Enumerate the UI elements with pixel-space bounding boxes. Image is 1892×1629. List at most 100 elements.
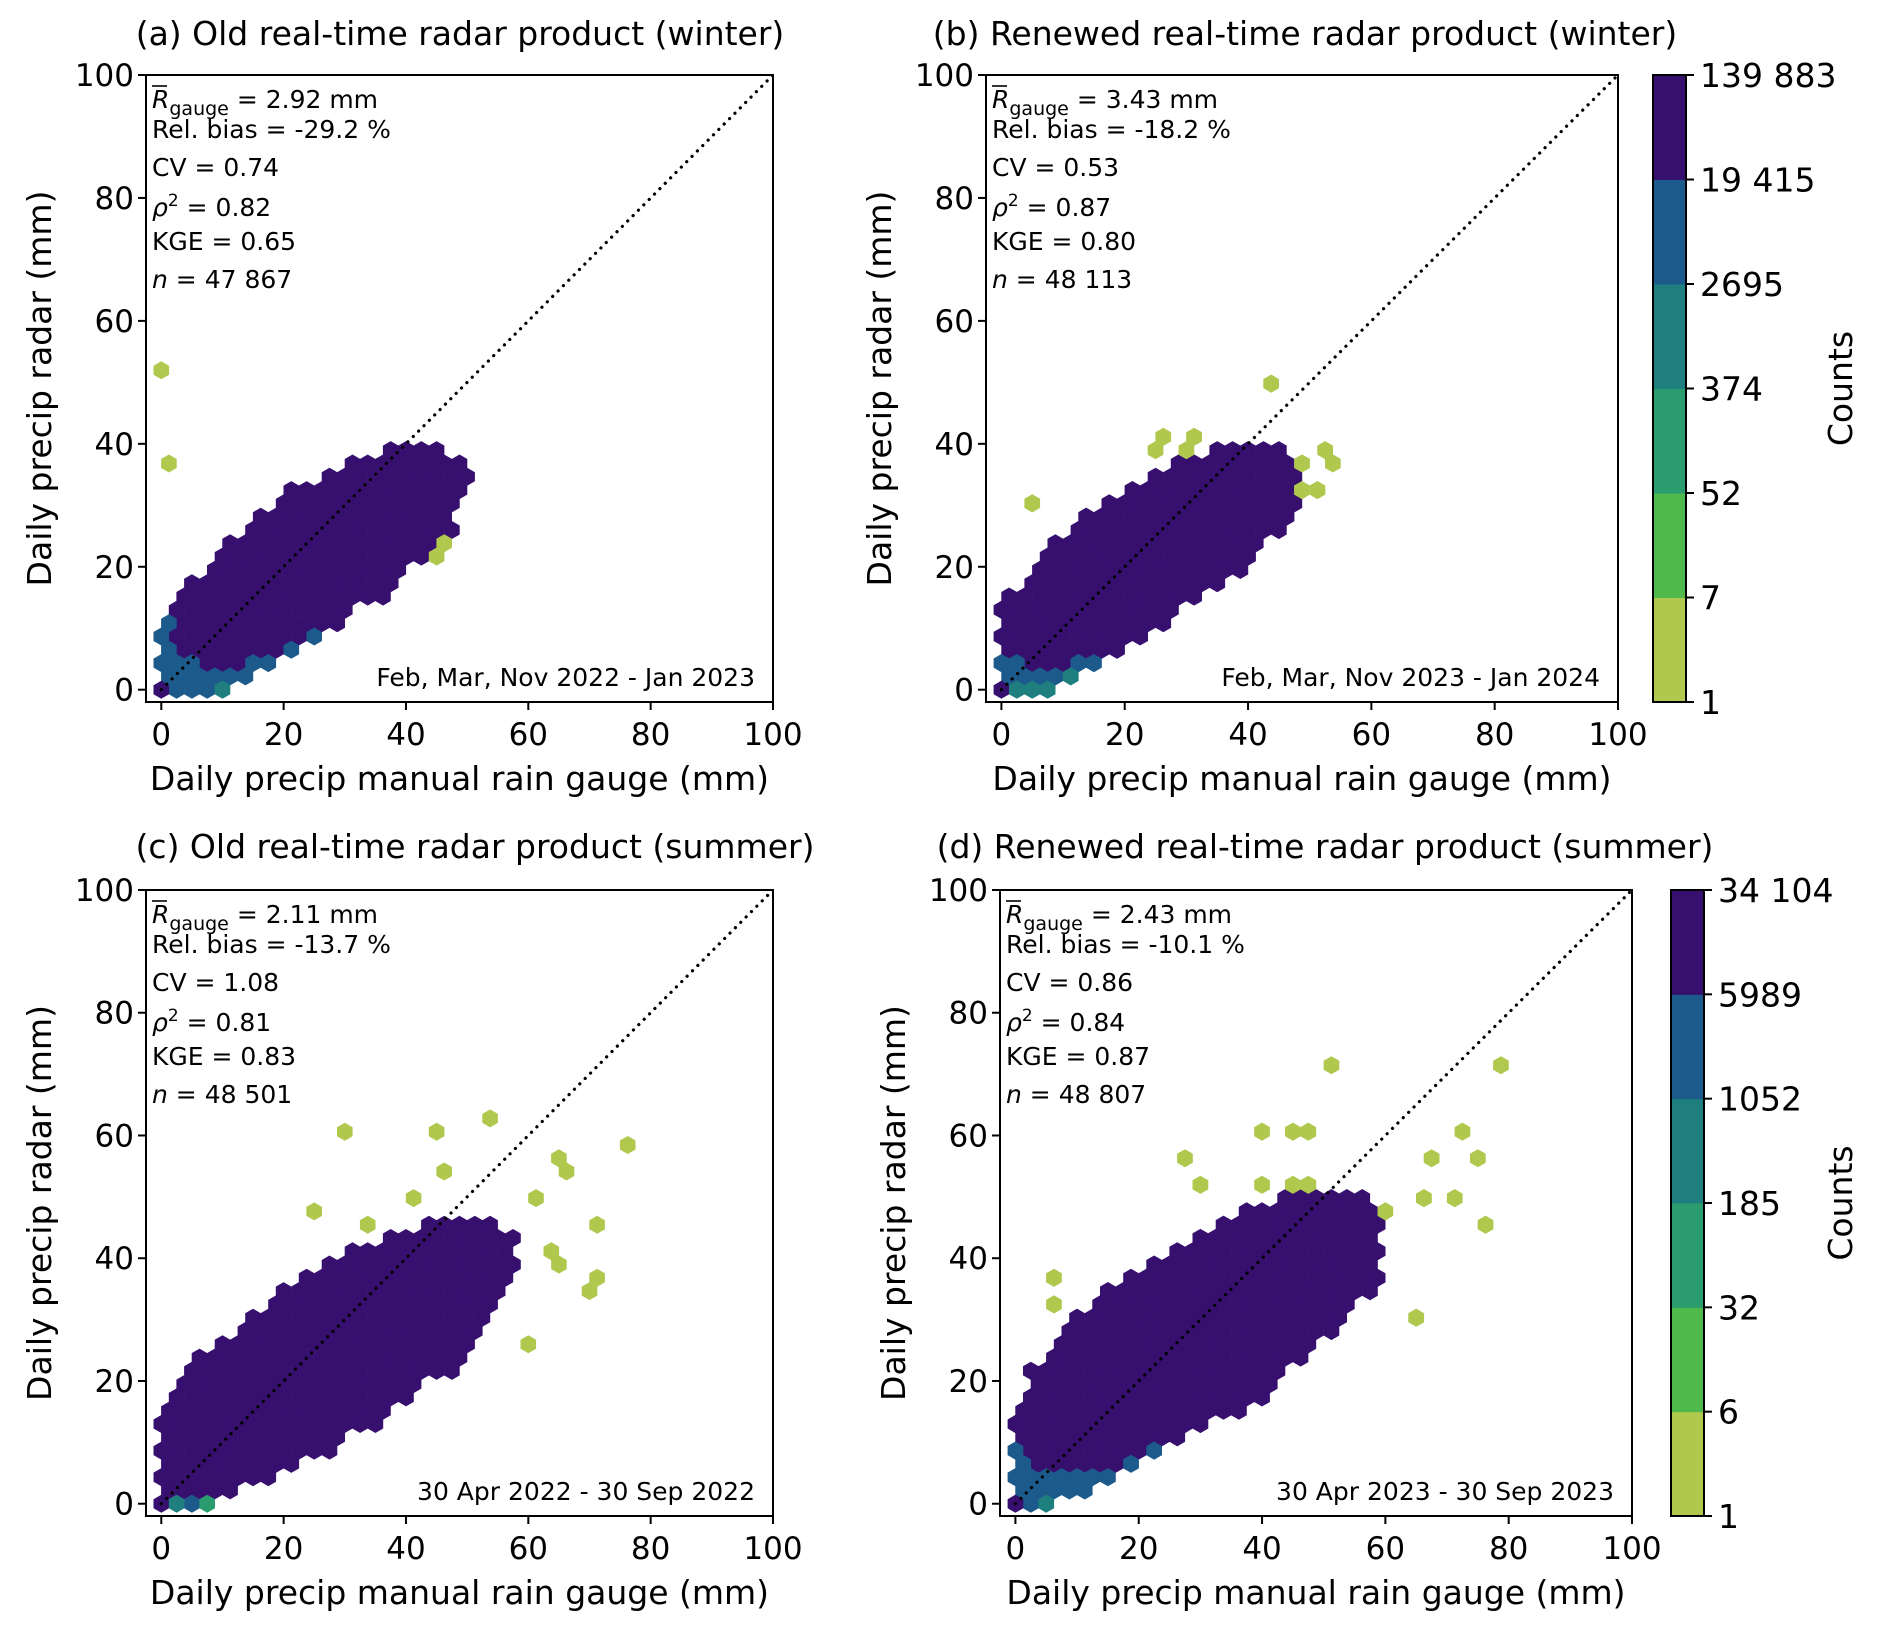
hexbin-cell [451,1268,468,1287]
x-tick-label: 0 [992,717,1012,753]
hexbin-cell [1240,520,1256,540]
hexbin-cell [1315,1255,1332,1274]
hexbin-cell [1277,1242,1293,1261]
hexbin-cell [337,1335,353,1354]
hexbin-cell [329,1428,345,1447]
hexbin-cell [1154,1401,1170,1420]
hexbin-cell [245,521,261,539]
hexbin-cell [207,1348,223,1367]
hexbin-cell [291,1441,307,1460]
hexbin-cell [1093,534,1110,553]
hexbin-cell [1163,520,1179,540]
hexbin-cell [321,1441,338,1460]
hexbin-cell [459,1229,475,1247]
hexbin-cell [382,1388,399,1407]
hexbin-cell [1070,627,1087,646]
hexbin-cell [359,1268,376,1287]
hexbin-cell [421,1268,437,1287]
hexbin-cell [405,1348,422,1367]
hexbin-cell [505,1229,521,1247]
hexbin-cell [1154,1375,1170,1394]
hexbin-cell [275,600,292,619]
hexbin-cell [1032,640,1048,659]
hexbin-cell [428,1122,445,1141]
hexbin-cell [184,680,200,699]
hexbin-cell [314,481,330,500]
hexbin-cell [1138,1375,1155,1394]
hexbin-cell [375,1242,391,1261]
hexbin-cell [1024,574,1041,593]
hexbin-cell [421,507,437,526]
hexbin-cell [260,1308,277,1327]
hexbin-cell [1209,520,1226,540]
hexbin-cell [520,1335,537,1354]
hexbin-cell [1215,1375,1232,1394]
y-tick-label: 40 [935,427,974,463]
hexbin-cell [1123,1268,1139,1287]
hexbin-cell [359,1375,376,1394]
hexbin-cell [1184,1321,1201,1341]
hexbin-cell [1084,1335,1101,1354]
hexbin-cell [436,534,452,553]
hexbin-cell [1116,547,1133,566]
hexbin-cell [306,627,322,646]
colorbar-tick-label: 19 415 [1700,161,1815,200]
hexbin-cell [1140,481,1156,500]
hexbin-cell [1100,1361,1116,1380]
hexbin-cell [191,587,208,606]
hexbin-cell [214,627,231,646]
hexbin-cell [993,654,1010,673]
hexbin-cell [1215,1401,1232,1420]
hexbin-cell [444,1255,460,1274]
y-tick-label: 0 [114,1487,134,1523]
hexbin-cell [222,667,238,686]
hexbin-cell [1315,1202,1332,1221]
colorbar-segment [1653,597,1686,703]
hexbin-cell [291,600,307,619]
hexbin-cell [1269,1308,1286,1327]
hexbin-cell [1263,507,1279,526]
hexbin-cell [1255,441,1272,460]
hexbin-cell [1477,1215,1494,1234]
hexbin-cell [1015,1481,1031,1500]
hexbin-cell [245,1335,261,1354]
hexbin-cell [1030,1375,1047,1394]
hexbin-cell [1009,680,1025,699]
hexbin-cell [581,1282,598,1301]
hexbin-cell [1192,1388,1209,1407]
hexbin-cell [222,534,238,553]
hexbin-cell [161,614,177,633]
hexbin-cell [1493,1056,1509,1075]
stat-kge: KGE = 0.87 [1006,1042,1150,1071]
hexbin-cell [1161,1308,1178,1327]
hexbin-cell [1346,1282,1363,1301]
hexbin-cell [1339,1242,1355,1261]
hexbin-cell [1046,1454,1062,1473]
hexbin-cell [1193,574,1210,593]
hexbin-cell [245,1441,261,1460]
hexbin-cell [1124,587,1141,606]
hexbin-cell [191,1481,208,1500]
hexbin-cell [398,1335,414,1354]
hexbin-cell [352,494,368,513]
hexbin-cell [1277,1189,1293,1208]
hexbin-cell [230,1335,246,1354]
hexbin-cell [245,1415,261,1433]
hexbin-cell [382,1255,399,1274]
hexbin-cell [1032,614,1048,633]
hexbin-cell [390,1322,407,1340]
hexbin-cell [1231,1401,1247,1420]
hexbin-cell [413,494,430,513]
hexbin-cell [168,1441,185,1460]
x-tick-label: 60 [509,717,548,753]
hexbin-cell [306,1335,322,1354]
hexbin-cell [1277,1321,1293,1341]
hexbin-cell [329,1268,345,1287]
hexbin-cell [1124,534,1141,553]
hexbin-cell [375,560,391,579]
hexbin-cell [1023,1494,1039,1513]
hexbin-cell [1271,441,1287,460]
hexbin-cell [337,600,353,619]
hexbin-cell [275,1308,292,1327]
hexbin-cell [191,1401,208,1420]
